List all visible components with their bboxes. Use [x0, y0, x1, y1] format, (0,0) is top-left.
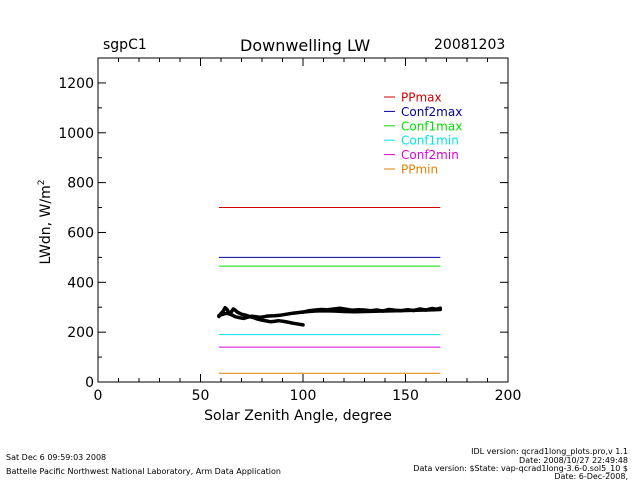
legend-label-ppmin: PPmin [401, 163, 438, 177]
legend-label-conf1max: Conf1max [401, 119, 462, 133]
axis-labels-group: Solar Zenith Angle, degree LWdn, W/m2 [37, 180, 392, 424]
site-label: sgpC1 [103, 37, 147, 53]
legend-label-ppmax: PPmax [401, 91, 442, 105]
footer-organization: Battelle Pacific Northwest National Labo… [6, 467, 281, 476]
date-label: 20081203 [434, 37, 506, 53]
axes-group: 0 50 100 150 200 0 200 400 600 800 1000 1200 [58, 57, 522, 404]
x-tick-label: 50 [192, 388, 210, 404]
footer-timestamp: Sat Dec 6 09:59:03 2008 [6, 453, 107, 462]
legend-label-conf2min: Conf2min [401, 148, 459, 162]
y-tick-label: 1000 [58, 126, 94, 142]
limit-lines-group [218, 207, 441, 374]
x-tick-label: 150 [392, 388, 419, 404]
footer-idl-version: IDL version: qcrad1long_plots.pro,v 1.1 [471, 447, 628, 456]
x-tick-label: 200 [495, 388, 522, 404]
y-tick-label: 200 [67, 325, 94, 341]
series-group [217, 305, 443, 327]
footer-data-date: Date: 6-Dec-2008, [554, 472, 628, 481]
y-tick-label: 1200 [58, 76, 94, 92]
lwdn-trace-3 [301, 306, 443, 314]
y-axis-label: LWdn, W/m2 [37, 180, 54, 265]
x-tick-label: 100 [290, 388, 317, 404]
footer-idl-date: Date: 2008/10/27 22:49:48 [519, 456, 628, 465]
y-tick-label: 0 [85, 375, 94, 391]
x-tick-label: 0 [94, 388, 103, 404]
chart-title: Downwelling LW [240, 36, 371, 55]
y-tick-label: 400 [67, 275, 94, 291]
x-axis-label: Solar Zenith Angle, degree [204, 408, 392, 424]
y-tick-label: 600 [67, 225, 94, 241]
footer-data-version: Data version: $State: vap-qcrad1long-3.6… [413, 464, 628, 473]
y-tick-label: 800 [67, 176, 94, 192]
legend-label-conf1min: Conf1min [401, 134, 459, 148]
legend-label-conf2max: Conf2max [401, 105, 462, 119]
legend-group: PPmaxConf2maxConf1maxConf1minConf2minPPm… [384, 91, 462, 177]
